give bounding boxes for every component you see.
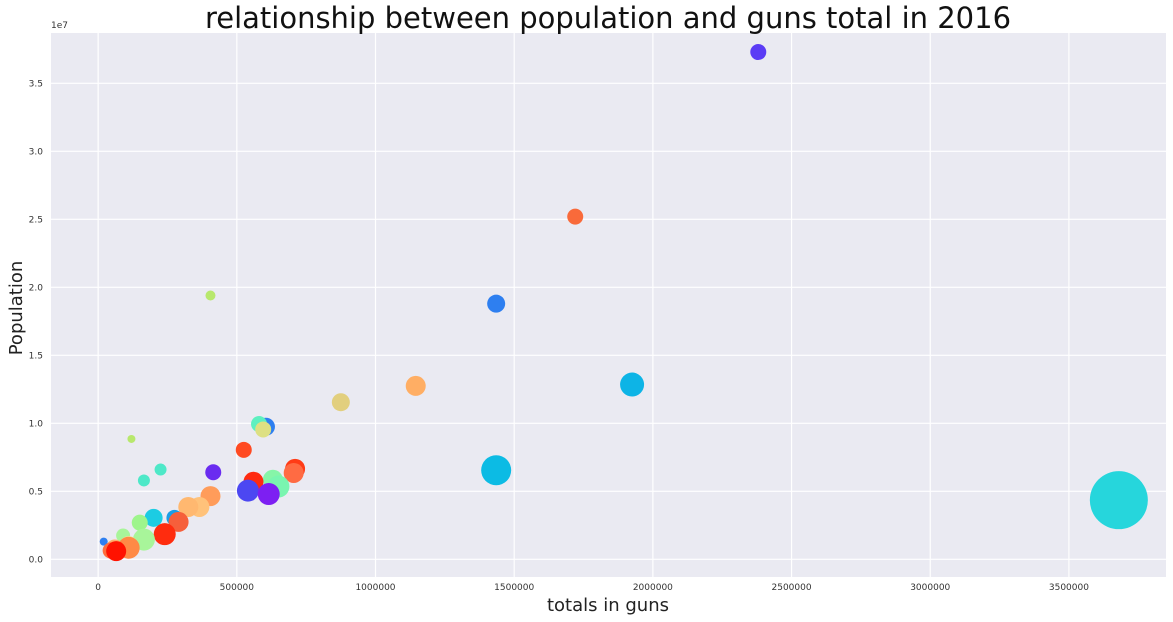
- scatter-point: [235, 441, 252, 458]
- y-tick-label: 2.5: [29, 215, 43, 225]
- scatter-point: [750, 44, 767, 61]
- y-tick-label: 0.5: [29, 487, 43, 497]
- x-tick-label: 0: [95, 583, 101, 593]
- scatter-point: [487, 294, 506, 313]
- x-tick-label: 500000: [220, 583, 255, 593]
- y-tick-label: 0.0: [29, 555, 44, 565]
- scatter-point: [154, 463, 167, 476]
- y-tick-label: 1.5: [29, 351, 43, 361]
- y-tick-label: 3.0: [29, 147, 44, 157]
- scatter-point: [106, 541, 127, 562]
- scatter-point: [255, 421, 272, 438]
- y-axis-label: Population: [6, 261, 27, 356]
- data-points: [99, 44, 1148, 562]
- x-axis-label: totals in guns: [547, 595, 669, 616]
- x-tick-label: 2000000: [633, 583, 673, 593]
- scatter-point: [331, 393, 350, 412]
- chart-title: relationship between population and guns…: [205, 1, 1011, 35]
- scatter-point: [205, 290, 216, 301]
- y-offset-label: 1e7: [51, 21, 68, 31]
- scatter-point: [567, 208, 584, 225]
- scatter-point: [178, 496, 199, 517]
- scatter-point: [99, 537, 108, 546]
- x-tick-label: 3500000: [1049, 583, 1089, 593]
- tick-labels: 0 500000 1000000 1500000 2000000 2500000 30000…: [29, 79, 1090, 593]
- scatter-point: [127, 434, 136, 443]
- scatter-point: [168, 511, 189, 532]
- scatter-point: [131, 514, 148, 531]
- scatter-point: [1089, 471, 1148, 530]
- y-tick-label: 2.0: [29, 283, 44, 293]
- gridlines: [51, 33, 1166, 577]
- scatter-point: [405, 375, 426, 396]
- x-tick-label: 3000000: [910, 583, 950, 593]
- y-tick-label: 1.0: [29, 419, 44, 429]
- scatter-point: [205, 464, 222, 481]
- x-tick-label: 1000000: [355, 583, 395, 593]
- scatter-point: [481, 455, 512, 486]
- y-tick-label: 3.5: [29, 79, 43, 89]
- scatter-point: [283, 462, 304, 483]
- scatter-point: [620, 372, 645, 397]
- scatter-point: [144, 508, 163, 527]
- scatter-point: [236, 479, 259, 502]
- x-tick-label: 1500000: [494, 583, 534, 593]
- scatter-point: [257, 483, 280, 506]
- scatter-point: [153, 523, 176, 546]
- scatter-point: [137, 474, 150, 487]
- x-tick-label: 2500000: [772, 583, 812, 593]
